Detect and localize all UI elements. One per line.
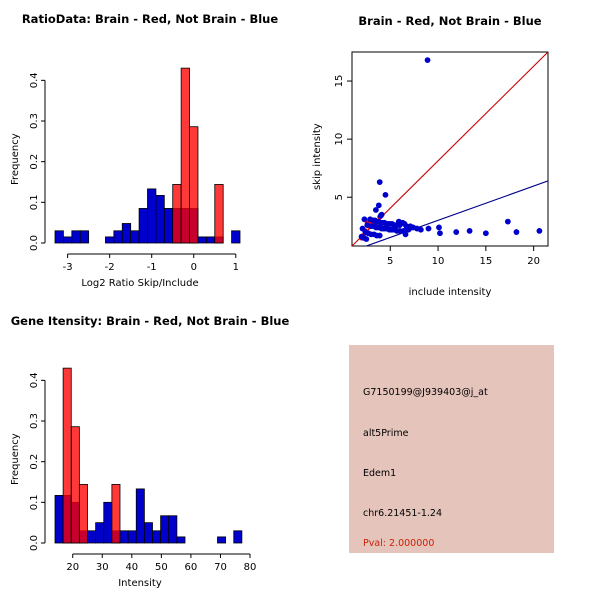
gene-histogram-title: Gene Itensity: Brain - Red, Not Brain - … bbox=[10, 314, 290, 328]
svg-text:-3: -3 bbox=[63, 262, 73, 273]
svg-text:10: 10 bbox=[432, 256, 445, 267]
svg-text:15: 15 bbox=[479, 256, 492, 267]
svg-text:15: 15 bbox=[334, 75, 345, 88]
info-event-type: alt5Prime bbox=[363, 428, 409, 439]
svg-text:0.0: 0.0 bbox=[29, 535, 40, 551]
ratio-histogram-ylabel: Frequency bbox=[10, 133, 21, 185]
svg-text:0.1: 0.1 bbox=[29, 194, 40, 210]
scatter-title: Brain - Red, Not Brain - Blue bbox=[358, 14, 542, 28]
scatter-plot: 5 10 15 5 10 15 20 bbox=[334, 51, 549, 267]
svg-text:0.3: 0.3 bbox=[29, 113, 40, 129]
svg-text:20: 20 bbox=[66, 562, 79, 573]
svg-text:30: 30 bbox=[96, 562, 109, 573]
svg-text:-2: -2 bbox=[105, 262, 115, 273]
panel-gene-histogram: Gene Itensity: Brain - Red, Not Brain - … bbox=[0, 300, 300, 600]
svg-text:0.0: 0.0 bbox=[29, 235, 40, 251]
info-gene-symbol: Edem1 bbox=[363, 468, 397, 479]
svg-text:80: 80 bbox=[244, 562, 257, 573]
info-probe-id: G7150199@J939403@j_at bbox=[363, 387, 488, 398]
panel-scatter: Brain - Red, Not Brain - Blue skip inten… bbox=[300, 0, 600, 300]
ratio-histogram-plot: 0.0 0.1 0.2 0.3 0.4 -3 -2 -1 0 1 bbox=[29, 67, 241, 273]
svg-text:1: 1 bbox=[233, 262, 239, 273]
svg-text:40: 40 bbox=[125, 562, 138, 573]
svg-text:10: 10 bbox=[334, 133, 345, 146]
svg-text:0.4: 0.4 bbox=[29, 372, 40, 388]
info-box bbox=[349, 345, 554, 553]
panel-info: G7150199@J939403@j_at alt5Prime Edem1 ch… bbox=[300, 300, 600, 600]
gene-histogram-plot: 0.0 0.1 0.2 0.3 0.4 20 30 40 50 60 70 80 bbox=[29, 367, 257, 573]
svg-text:5: 5 bbox=[334, 194, 345, 200]
panel-ratio-histogram: RatioData: Brain - Red, Not Brain - Blue… bbox=[0, 0, 300, 300]
info-pval: Pval: 2.000000 bbox=[363, 538, 435, 549]
svg-text:0.1: 0.1 bbox=[29, 494, 40, 510]
svg-text:50: 50 bbox=[155, 562, 168, 573]
info-locus: chr6.21451-1.24 bbox=[363, 508, 443, 519]
ratio-histogram-xlabel: Log2 Ratio Skip/Include bbox=[81, 278, 199, 289]
gene-histogram-xlabel: Intensity bbox=[118, 578, 162, 589]
svg-text:20: 20 bbox=[527, 256, 540, 267]
svg-text:0.3: 0.3 bbox=[29, 413, 40, 429]
svg-text:0.2: 0.2 bbox=[29, 454, 40, 470]
scatter-ylabel: skip intensity bbox=[312, 123, 323, 190]
svg-text:0.4: 0.4 bbox=[29, 72, 40, 88]
svg-text:5: 5 bbox=[387, 256, 393, 267]
svg-text:0.2: 0.2 bbox=[29, 154, 40, 170]
gene-histogram-ylabel: Frequency bbox=[10, 433, 21, 485]
svg-text:-1: -1 bbox=[147, 262, 157, 273]
svg-text:70: 70 bbox=[214, 562, 227, 573]
scatter-xlabel: include intensity bbox=[408, 287, 492, 298]
ratio-histogram-title: RatioData: Brain - Red, Not Brain - Blue bbox=[21, 12, 279, 26]
svg-text:60: 60 bbox=[185, 562, 198, 573]
svg-text:0: 0 bbox=[191, 262, 197, 273]
